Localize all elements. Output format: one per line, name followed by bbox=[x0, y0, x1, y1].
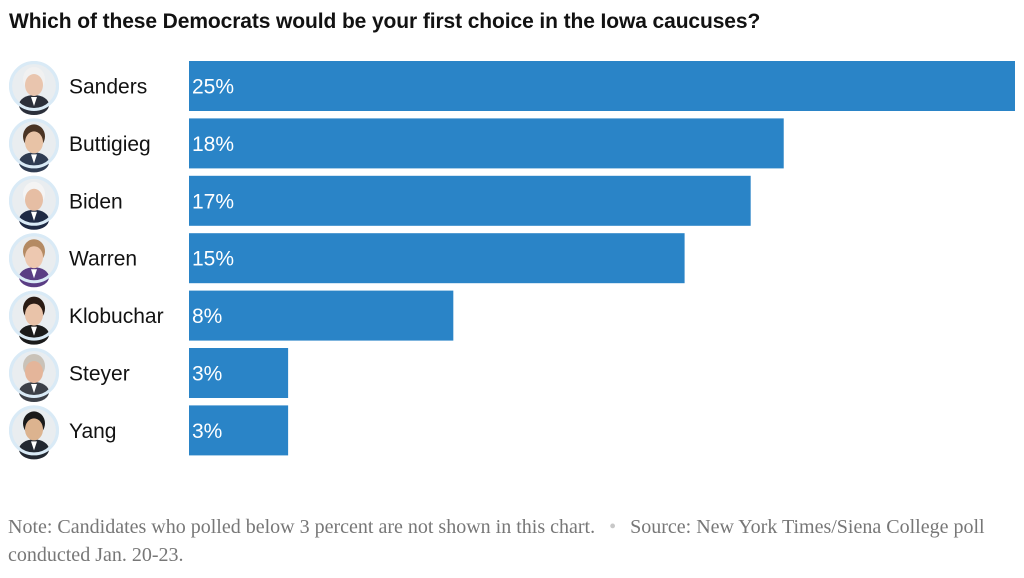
chart-footnote: Note: Candidates who polled below 3 perc… bbox=[8, 513, 998, 569]
footnote-source: Source: New York Times/Siena College pol… bbox=[8, 516, 985, 566]
steyer-portrait-icon bbox=[9, 348, 59, 402]
chart-row-klobuchar: Klobuchar 8% bbox=[9, 290, 454, 345]
category-label-klobuchar: Klobuchar bbox=[69, 305, 164, 328]
bar-steyer bbox=[189, 348, 289, 398]
chart-row-biden: Biden 17% bbox=[9, 175, 751, 230]
value-label-steyer: 3% bbox=[192, 363, 222, 386]
yang-portrait-icon bbox=[9, 405, 59, 460]
value-label-sanders: 25% bbox=[192, 76, 234, 99]
bar-sanders bbox=[189, 61, 1015, 111]
bar-klobuchar bbox=[189, 290, 454, 341]
category-label-warren: Warren bbox=[69, 248, 137, 271]
chart-row-warren: Warren 15% bbox=[9, 233, 685, 288]
bar-buttigieg bbox=[189, 118, 784, 169]
value-label-biden: 17% bbox=[192, 190, 234, 213]
category-label-steyer: Steyer bbox=[69, 363, 130, 386]
value-label-yang: 3% bbox=[192, 420, 222, 443]
chart-row-steyer: Steyer 3% bbox=[9, 348, 289, 402]
value-label-buttigieg: 18% bbox=[192, 133, 234, 156]
warren-portrait-icon bbox=[9, 233, 59, 288]
sanders-portrait-icon bbox=[9, 61, 59, 115]
chart-rows: Sanders 25% Buttigieg 18% Biden 17% Warren 15% K… bbox=[9, 61, 1015, 460]
footnote-note: Note: Candidates who polled below 3 perc… bbox=[8, 516, 596, 538]
chart-title: Which of these Democrats would be your f… bbox=[9, 10, 761, 33]
value-label-warren: 15% bbox=[192, 248, 234, 271]
biden-portrait-icon bbox=[9, 175, 59, 230]
category-label-sanders: Sanders bbox=[69, 76, 147, 99]
buttigieg-portrait-icon bbox=[9, 118, 59, 173]
bar-warren bbox=[189, 233, 685, 284]
chart-row-buttigieg: Buttigieg 18% bbox=[9, 118, 784, 173]
bar-biden bbox=[189, 175, 751, 226]
chart-row-sanders: Sanders 25% bbox=[9, 61, 1015, 115]
chart-row-yang: Yang 3% bbox=[9, 405, 289, 460]
klobuchar-portrait-icon bbox=[9, 290, 59, 345]
bar-chart: Sanders 25% Buttigieg 18% Biden 17% Warren 15% K… bbox=[9, 61, 1015, 460]
category-label-yang: Yang bbox=[69, 420, 117, 443]
value-label-klobuchar: 8% bbox=[192, 305, 222, 328]
bar-yang bbox=[189, 405, 289, 456]
category-label-biden: Biden bbox=[69, 190, 123, 213]
footnote-separator-icon: • bbox=[609, 516, 617, 538]
category-label-buttigieg: Buttigieg bbox=[69, 133, 151, 156]
